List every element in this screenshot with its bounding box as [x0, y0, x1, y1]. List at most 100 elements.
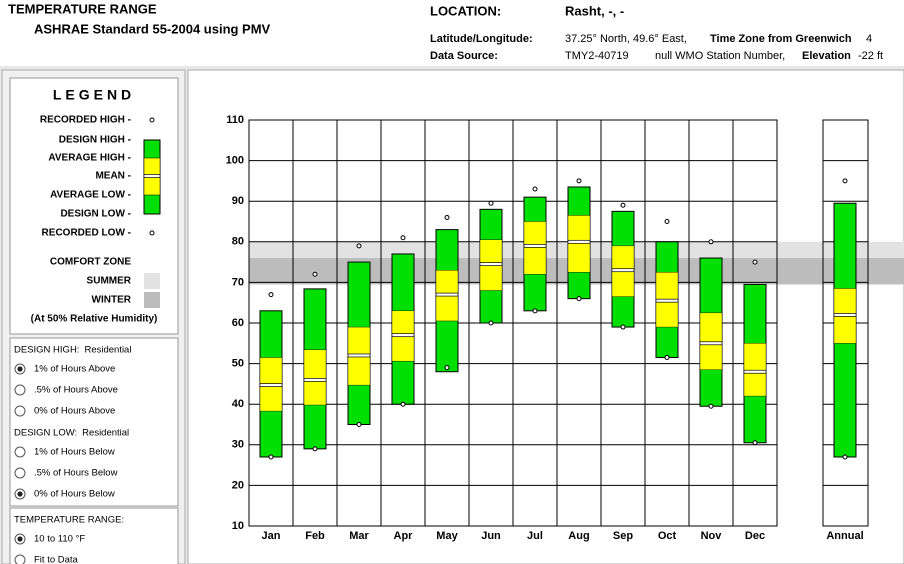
radio-label[interactable]: 1% of Hours Above	[34, 364, 115, 375]
y-tick-label: 20	[232, 479, 244, 491]
radio-button[interactable]	[14, 467, 26, 479]
chart-panel	[187, 69, 904, 564]
x-tick-label: Mar	[349, 530, 369, 542]
average-range	[523, 221, 547, 275]
option-group-title: TEMPERATURE RANGE:	[14, 515, 124, 526]
radio-button[interactable]	[14, 405, 26, 417]
radio-label[interactable]: 0% of Hours Above	[34, 406, 115, 417]
radio-label[interactable]: 0% of Hours Below	[34, 489, 115, 500]
legend-note: (At 50% Relative Humidity)	[31, 314, 158, 325]
legend-label: WINTER	[92, 295, 132, 306]
x-tick-label: Oct	[658, 530, 677, 542]
subtitle: ASHRAE Standard 55-2004 using PMV	[34, 21, 271, 36]
y-tick-label: 50	[232, 358, 244, 370]
y-tick-label: 60	[232, 317, 244, 329]
x-tick-label: Apr	[394, 530, 414, 542]
recorded-marker	[576, 178, 582, 184]
mean-line	[655, 298, 679, 303]
legend-label: COMFORT ZONE	[50, 257, 131, 268]
mean-line	[611, 268, 635, 273]
recorded-marker	[842, 454, 848, 460]
recorded-marker	[268, 454, 274, 460]
mean-line	[699, 341, 723, 346]
radio-label[interactable]: 10 to 110 °F	[34, 534, 85, 545]
mean-line	[479, 262, 503, 266]
x-tick-label: Jul	[527, 530, 543, 542]
value: 37.25° North, 49.6° East,	[565, 33, 687, 45]
x-tick-label: Dec	[745, 530, 765, 542]
recorded-marker	[400, 235, 406, 241]
recorded-marker	[752, 259, 758, 265]
legend-label: DESIGN HIGH -	[59, 135, 131, 146]
legend-swatch	[144, 273, 160, 289]
x-tick-label: Jan	[262, 530, 281, 542]
x-tick-label: Sep	[613, 530, 633, 542]
legend-label: MEAN -	[95, 171, 131, 182]
recorded-marker	[664, 219, 670, 224]
radio-dot	[17, 366, 23, 372]
average-range	[303, 349, 327, 406]
radio-button[interactable]	[14, 446, 26, 458]
options-box	[9, 337, 179, 507]
radio-label[interactable]: Fit to Data	[34, 555, 79, 564]
x-tick-label: Jun	[481, 530, 501, 542]
radio-button[interactable]	[14, 384, 26, 396]
mean-line	[391, 333, 415, 338]
x-tick-label: Aug	[568, 530, 589, 542]
recorded-marker	[708, 403, 714, 409]
value: Rasht, -, -	[565, 3, 624, 18]
value: TMY2-40719	[565, 50, 629, 62]
y-tick-label: 110	[226, 114, 244, 126]
radio-label[interactable]: 1% of Hours Below	[34, 447, 115, 458]
radio-dot	[17, 536, 23, 542]
recorded-marker	[356, 422, 362, 427]
radio-label[interactable]: .5% of Hours Above	[34, 385, 118, 396]
legend-title: LEGEND	[53, 87, 135, 103]
label: Elevation	[802, 50, 851, 62]
mean-line	[259, 383, 283, 387]
x-tick-label: Annual	[826, 530, 863, 542]
y-tick-label: 70	[232, 276, 244, 288]
average-range	[743, 343, 767, 397]
legend-swatch	[144, 292, 160, 308]
mean-line	[435, 292, 459, 297]
recorded-marker	[532, 308, 538, 314]
recorded-marker	[664, 355, 670, 361]
recorded-marker	[444, 214, 450, 220]
options-box	[9, 507, 179, 564]
average-range	[567, 215, 591, 273]
label: Latitude/Longitude:	[430, 33, 533, 45]
radio-label[interactable]: .5% of Hours Below	[34, 468, 118, 479]
value: null WMO Station Number,	[655, 50, 785, 62]
x-tick-label: Feb	[305, 530, 325, 542]
y-tick-label: 10	[232, 520, 244, 532]
recorded-marker	[752, 440, 758, 446]
legend-label: RECORDED HIGH -	[40, 115, 131, 126]
y-tick-label: 90	[232, 195, 244, 207]
legend-marker	[149, 117, 155, 123]
legend-label: AVERAGE HIGH -	[48, 153, 131, 164]
legend-label: DESIGN LOW -	[60, 209, 131, 220]
recorded-marker	[708, 239, 714, 245]
radio-button[interactable]	[14, 554, 26, 564]
mean-line	[567, 239, 591, 244]
title: TEMPERATURE RANGE	[8, 1, 157, 16]
recorded-marker	[488, 320, 494, 326]
y-tick-label: 80	[232, 236, 244, 248]
recorded-marker	[400, 401, 406, 407]
value: 4	[866, 33, 872, 45]
recorded-marker	[576, 296, 582, 302]
legend-marker	[149, 230, 155, 236]
y-tick-label: 40	[232, 398, 244, 410]
legend-label: RECORDED LOW -	[42, 228, 131, 239]
average-range	[699, 312, 723, 370]
option-group-title: DESIGN LOW:	[14, 428, 77, 439]
recorded-marker	[842, 178, 848, 184]
recorded-marker	[488, 200, 494, 206]
legend-label: SUMMER	[87, 276, 132, 287]
label: Time Zone from Greenwich	[710, 33, 852, 45]
mean-line	[347, 353, 371, 358]
label: Data Source:	[430, 50, 498, 62]
recorded-marker	[444, 365, 450, 371]
